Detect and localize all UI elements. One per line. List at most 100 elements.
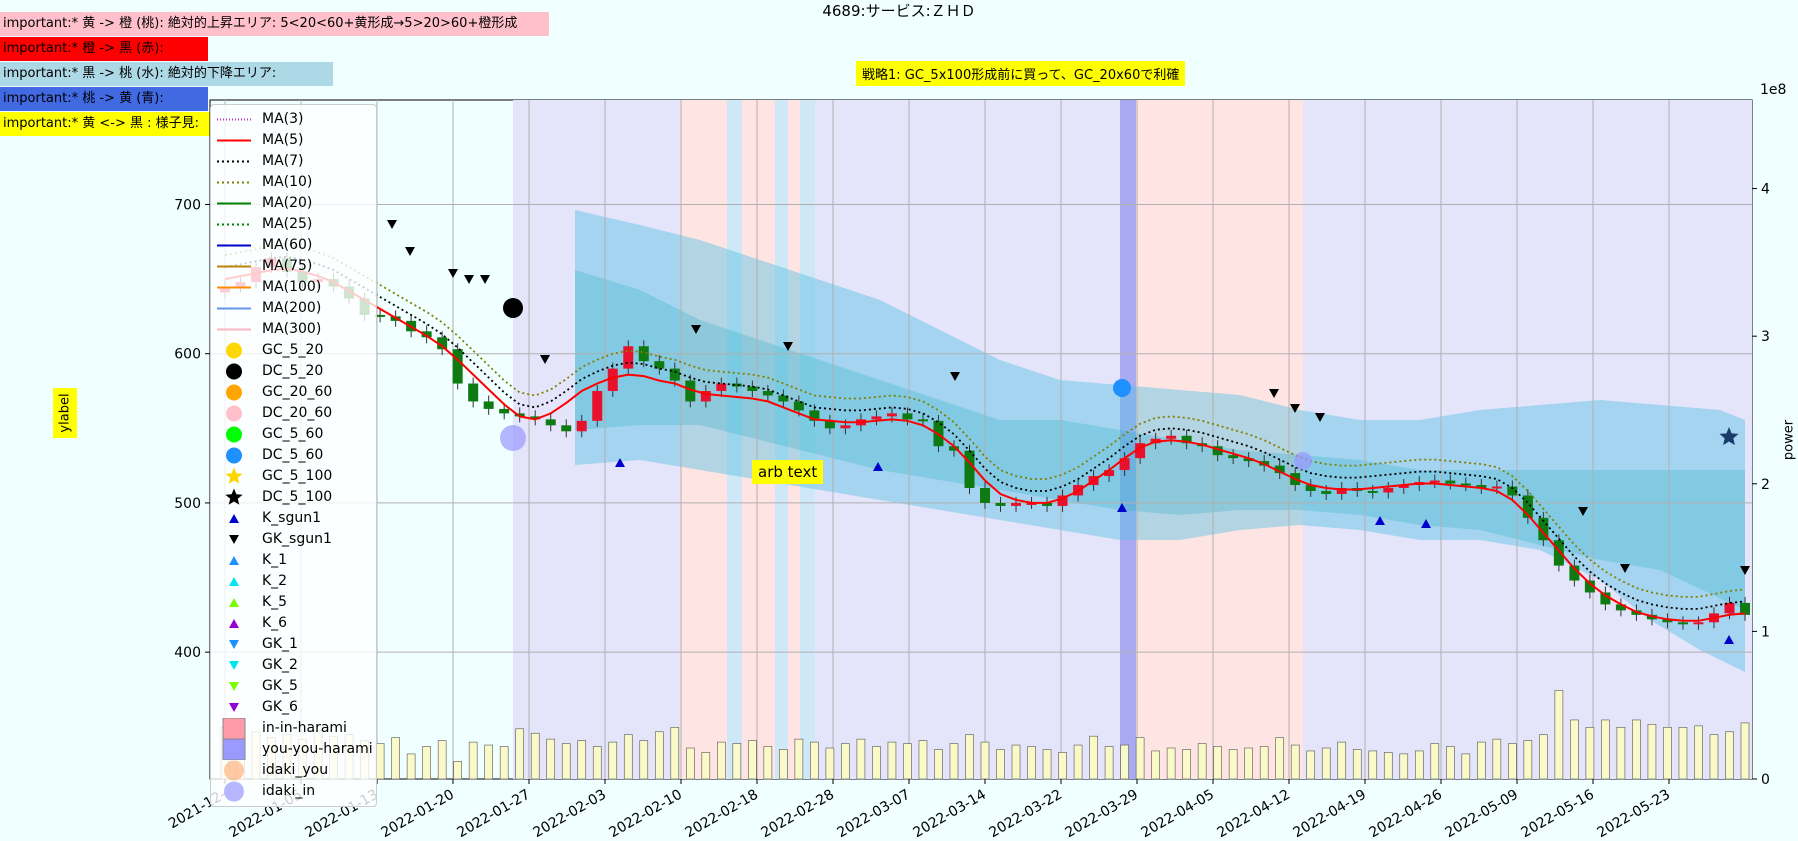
volume-bar [949,743,959,780]
legend-label: MA(5) [262,132,304,148]
volume-bar [1585,727,1595,780]
volume-bar [1073,744,1083,780]
legend-symbol [229,598,239,607]
volume-bar [1678,727,1688,780]
volume-bar [841,743,850,780]
candle-body [437,337,448,350]
candle-body [886,413,897,417]
gk-sgun1-marker [1578,507,1588,516]
shade-region [788,100,800,779]
volume-bar [530,732,540,780]
volume-bar [391,737,400,780]
legend-label: MA(3) [262,111,304,127]
legend-label: MA(7) [262,153,304,169]
volume-bar [1601,719,1610,780]
legend-symbol [229,661,239,670]
note-3: important:* 黒 -> 桃 (水): 絶対的下降エリア: [0,62,333,86]
k-sgun1-marker [615,458,625,467]
tick-label-x: 2022-05-16 [1519,787,1598,841]
legend-item: DC_5_100 [211,487,371,508]
ylabel-box [53,388,77,438]
candle-body [1460,483,1471,486]
shade-region [727,100,742,779]
legend-item: MA(300) [211,319,371,340]
legend-label: GC_5_20 [262,342,324,358]
volume-bar [701,752,711,780]
series-line [224,255,1746,610]
volume-bar [1027,746,1036,780]
volume-bar [1414,750,1424,780]
candle-body [1228,455,1239,459]
legend-symbol [229,619,239,628]
candle-body [1522,495,1533,518]
candle-body [1383,488,1394,493]
strategy-label: 戦略1: GC_5x100形成前に買って、GC_20x60で利確 [856,61,1186,86]
candle-body [1274,465,1285,474]
k-sgun1-marker [873,462,883,471]
volume-bar [453,760,462,780]
legend-item: DC_5_60 [211,445,371,466]
legend-label: K_sgun1 [262,510,322,526]
candle-body [1042,502,1053,506]
volume-bar [561,743,571,780]
gk-sgun1-marker [1290,404,1300,413]
tick-label-x: 2022-04-12 [1215,787,1293,841]
volume-bar [592,746,602,780]
legend-item: K_2 [211,571,371,592]
legend-label: DC_5_100 [262,489,333,505]
candle-body [1057,495,1068,506]
volume-bar [437,740,447,780]
legend-symbol [229,703,239,712]
volume-bar [717,741,726,780]
tick-label-x: 2022-04-19 [1291,787,1369,841]
shade-region [1136,100,1303,779]
legend-item: GC_5_100 [211,466,371,487]
candle-body [1538,517,1549,541]
note-5: important:* 黄 <-> 黒 : 様子見: [0,112,235,136]
candle-body [1011,502,1022,506]
shade-region [513,100,680,779]
legend-item: K_1 [211,550,371,571]
k-sgun1-marker [1375,516,1385,525]
k-sgun1-marker [1117,503,1127,512]
volume-bar [1709,734,1719,780]
volume-bar [1011,744,1021,780]
tick-label-x: 2022-01-20 [379,787,457,841]
candle-body [1507,486,1518,496]
tick-label-x: 2022-05-23 [1595,787,1673,841]
annotation-label: arb text [752,460,824,484]
dc-5-20-marker [503,298,523,318]
legend-item: MA(5) [211,130,371,151]
volume-bar [1306,750,1316,780]
gk-sgun1-marker [1740,566,1750,575]
volume-bar [1259,746,1269,780]
tick-label-right: 3 [1761,329,1770,345]
tick-label-y: 700 [174,197,201,213]
legend-label: MA(200) [262,300,322,316]
candle-body [1181,435,1192,444]
tick-label-x: 2022-03-14 [911,787,990,841]
volume-bar [1508,743,1517,780]
candle-body [1662,619,1673,623]
volume-bar [1058,752,1067,780]
chart-title: 4689:サービス:ＺＨＤ [822,2,976,20]
volume-bar [872,746,881,780]
candle-body [592,391,603,421]
tick-label-x: 2022-02-18 [683,787,761,841]
candle-body [948,446,959,451]
gk-sgun1-marker [783,342,793,351]
tick-label-x: 2022-03-07 [835,787,913,841]
volume-bar [639,740,649,780]
tick-label-right: 4 [1761,182,1770,198]
legend-symbol [229,514,239,523]
candle-body [1166,435,1177,439]
gk-sgun1-marker [405,247,415,256]
legend-item: in-in-harami [211,718,371,739]
legend-symbol [217,244,251,247]
shade-region [800,100,815,779]
legend-item: DC_5_20 [211,361,371,382]
legend-symbol [229,535,239,544]
volume-bar [1539,734,1548,780]
legend-symbol [229,577,239,586]
